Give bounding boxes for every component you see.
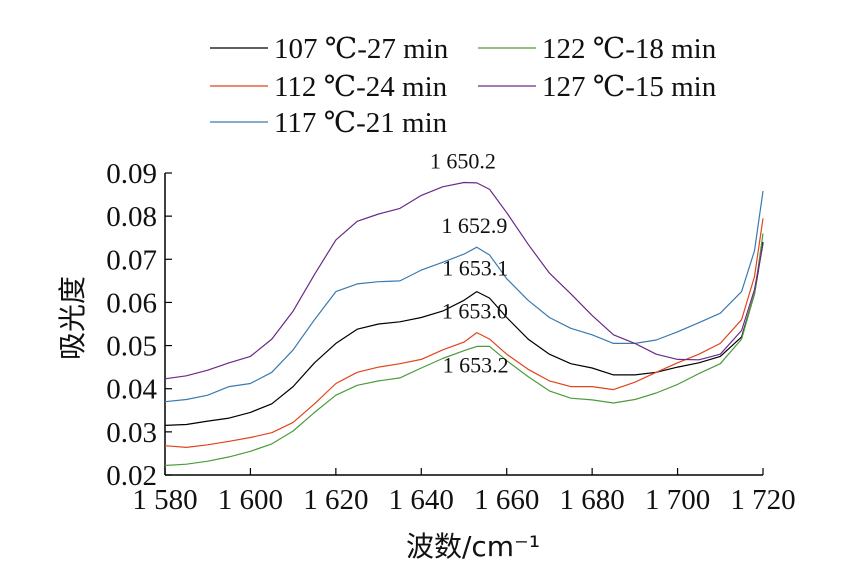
x-tick-label: 1 720 <box>730 484 795 516</box>
legend-label: 127 ℃-15 min <box>542 71 717 103</box>
series-line-2 <box>164 218 764 448</box>
plot-area: 0.02 0.03 0.04 0.05 0.06 0.07 0.08 0.09 1 580 1 6… <box>106 148 795 516</box>
series-line-1 <box>164 241 764 426</box>
y-tick-label: 0.04 <box>106 374 157 406</box>
y-tick-label: 0.06 <box>106 287 157 319</box>
legend-label: 122 ℃-18 min <box>542 33 717 65</box>
peak-label: 1 653.0 <box>442 299 508 324</box>
y-tick-label: 0.05 <box>106 331 157 363</box>
x-tick-label: 1 680 <box>560 484 625 516</box>
x-axis-label: 波数/cm⁻¹ <box>406 530 540 563</box>
legend-label: 112 ℃-24 min <box>274 71 448 103</box>
legend-label: 107 ℃-27 min <box>274 33 449 65</box>
legend-label: 117 ℃-21 min <box>274 107 448 139</box>
y-tick-label: 0.07 <box>106 244 157 276</box>
peak-label: 1 652.9 <box>441 213 507 238</box>
y-tick-label: 0.09 <box>106 158 157 190</box>
y-tick-label: 0.02 <box>106 460 157 492</box>
x-tick-label: 1 580 <box>132 484 197 516</box>
y-tick-label: 0.03 <box>106 417 157 449</box>
x-tick-label: 1 620 <box>303 484 368 516</box>
x-tick-label: 1 660 <box>474 484 539 516</box>
peak-label: 1 653.1 <box>442 256 508 281</box>
series-line-3 <box>164 191 764 403</box>
peak-label: 1 653.2 <box>443 352 509 377</box>
legend: 107 ℃-27 min 112 ℃-24 min 117 ℃-21 min 122 … <box>210 33 717 139</box>
peak-label: 1 650.2 <box>430 148 496 173</box>
y-tick-label: 0.08 <box>106 201 157 233</box>
x-tick-label: 1 640 <box>389 484 454 516</box>
x-tick-label: 1 600 <box>218 484 283 516</box>
y-axis-label: 吸光度 <box>56 276 89 360</box>
series-line-4 <box>164 233 764 467</box>
x-tick-label: 1 700 <box>645 484 710 516</box>
series-line-5 <box>164 181 764 380</box>
